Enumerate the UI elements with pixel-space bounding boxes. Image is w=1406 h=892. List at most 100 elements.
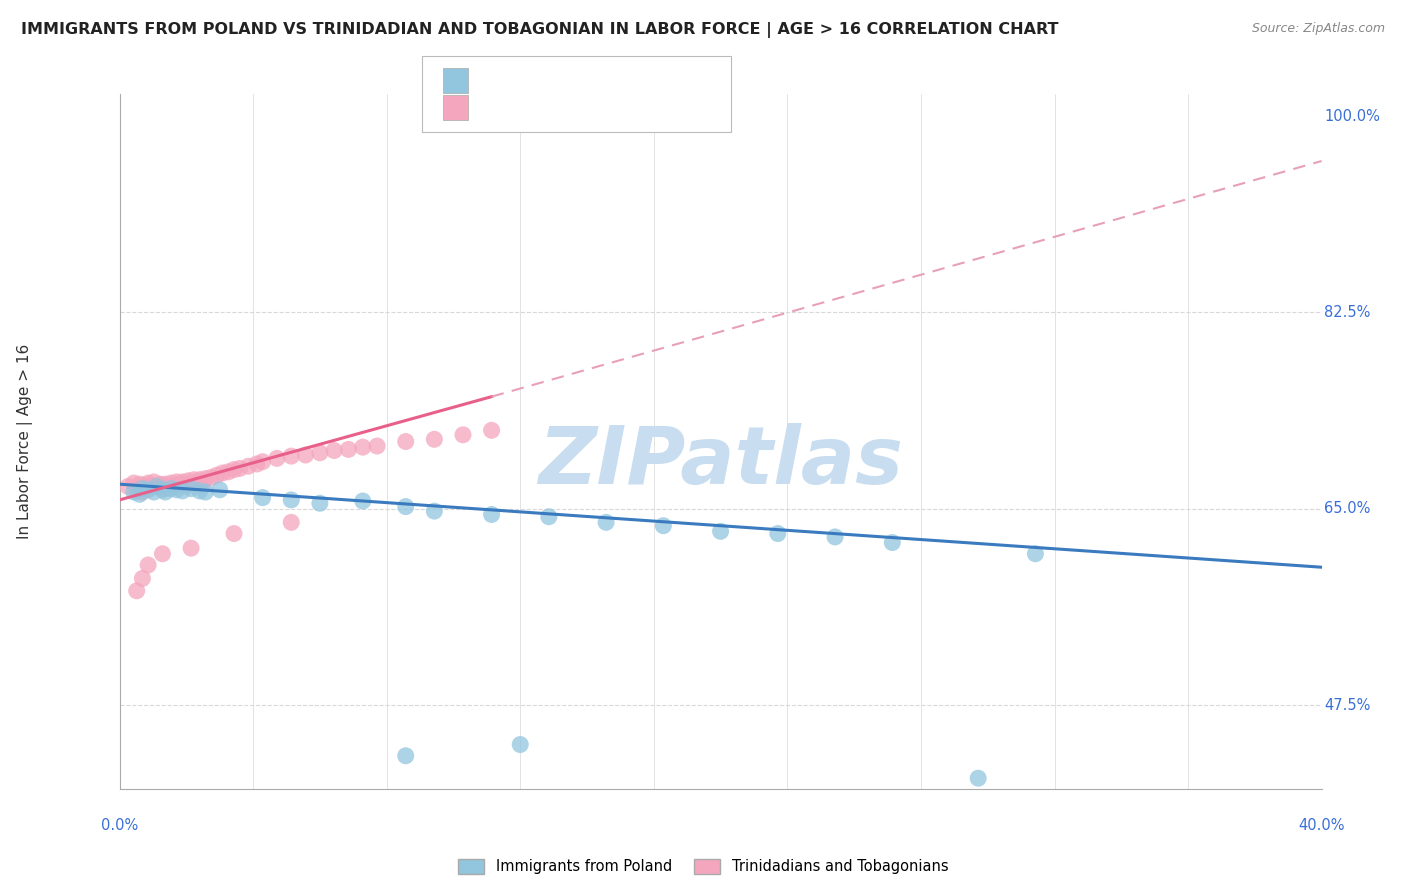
Point <box>217 465 239 479</box>
Point <box>252 491 274 505</box>
Point <box>160 476 183 491</box>
Text: 0.0%: 0.0% <box>101 818 138 832</box>
Point <box>172 483 194 498</box>
Point <box>145 479 167 493</box>
Point <box>186 476 208 491</box>
Point <box>222 526 245 541</box>
Point <box>174 478 197 492</box>
Point <box>423 432 446 446</box>
Point <box>169 477 191 491</box>
Point <box>352 440 374 454</box>
Point <box>131 485 153 500</box>
Point <box>205 468 228 483</box>
Point <box>134 478 156 492</box>
Point <box>228 461 252 475</box>
Point <box>149 477 172 491</box>
Point <box>211 466 233 480</box>
Point <box>131 571 153 585</box>
Point <box>309 446 332 460</box>
Point <box>180 482 202 496</box>
Point <box>136 558 159 572</box>
Point <box>537 509 560 524</box>
Text: IMMIGRANTS FROM POLAND VS TRINIDADIAN AND TOBAGONIAN IN LABOR FORCE | AGE > 16 C: IMMIGRANTS FROM POLAND VS TRINIDADIAN AN… <box>21 22 1059 38</box>
Point <box>166 475 188 489</box>
Point <box>366 439 388 453</box>
Point <box>136 476 159 491</box>
Point <box>122 476 145 491</box>
Point <box>246 457 269 471</box>
Point <box>337 442 360 457</box>
Point <box>709 524 731 539</box>
Point <box>139 478 162 492</box>
Point <box>128 477 150 491</box>
Point <box>177 474 200 488</box>
Point <box>183 473 205 487</box>
Point <box>652 518 675 533</box>
Point <box>152 478 174 492</box>
Point <box>180 477 202 491</box>
Point <box>155 477 177 491</box>
Point <box>882 535 904 549</box>
Text: R = -0.233  N = 34: R = -0.233 N = 34 <box>478 73 636 87</box>
Point <box>352 494 374 508</box>
Point <box>188 473 211 487</box>
Point <box>172 475 194 489</box>
Point <box>142 485 165 500</box>
Text: 65.0%: 65.0% <box>1324 501 1371 516</box>
Text: 100.0%: 100.0% <box>1324 109 1381 124</box>
Point <box>280 492 302 507</box>
Point <box>122 485 145 500</box>
Point <box>481 508 503 522</box>
Point <box>280 516 302 530</box>
Point <box>166 483 188 497</box>
Text: Source: ZipAtlas.com: Source: ZipAtlas.com <box>1251 22 1385 36</box>
Point <box>252 455 274 469</box>
Point <box>136 482 159 496</box>
Point <box>1024 547 1046 561</box>
Text: 47.5%: 47.5% <box>1324 698 1371 713</box>
Text: ZIPatlas: ZIPatlas <box>538 424 903 501</box>
Point <box>180 541 202 556</box>
Point <box>136 483 159 497</box>
Point <box>509 738 531 752</box>
Text: R =  0.423  N = 59: R = 0.423 N = 59 <box>478 100 636 114</box>
Point <box>222 462 245 476</box>
Point <box>157 481 180 495</box>
Point <box>266 451 288 466</box>
Point <box>395 500 418 514</box>
Point <box>131 482 153 496</box>
Point <box>451 427 474 442</box>
Point <box>152 483 174 497</box>
Point <box>824 530 846 544</box>
Point <box>238 459 260 474</box>
Point <box>194 485 217 500</box>
Point <box>200 470 222 484</box>
Text: 40.0%: 40.0% <box>1298 818 1346 832</box>
Point <box>191 477 214 491</box>
Point <box>117 479 139 493</box>
Text: In Labor Force | Age > 16: In Labor Force | Age > 16 <box>17 344 34 539</box>
Point <box>125 482 148 496</box>
Point <box>323 443 346 458</box>
Point <box>163 479 186 493</box>
Point <box>208 483 231 497</box>
Point <box>595 516 617 530</box>
Point <box>280 449 302 463</box>
Legend: Immigrants from Poland, Trinidadians and Tobagonians: Immigrants from Poland, Trinidadians and… <box>451 853 955 880</box>
Point <box>125 583 148 598</box>
Point <box>481 423 503 437</box>
Point <box>128 487 150 501</box>
Point <box>309 496 332 510</box>
Point <box>145 479 167 493</box>
Point <box>155 485 177 500</box>
Point <box>131 479 153 493</box>
Point <box>294 448 316 462</box>
Point <box>152 482 174 496</box>
Point <box>194 472 217 486</box>
Point <box>142 475 165 489</box>
Point <box>152 547 174 561</box>
Point <box>423 504 446 518</box>
Point <box>395 434 418 449</box>
Point <box>395 748 418 763</box>
Text: 82.5%: 82.5% <box>1324 305 1371 320</box>
